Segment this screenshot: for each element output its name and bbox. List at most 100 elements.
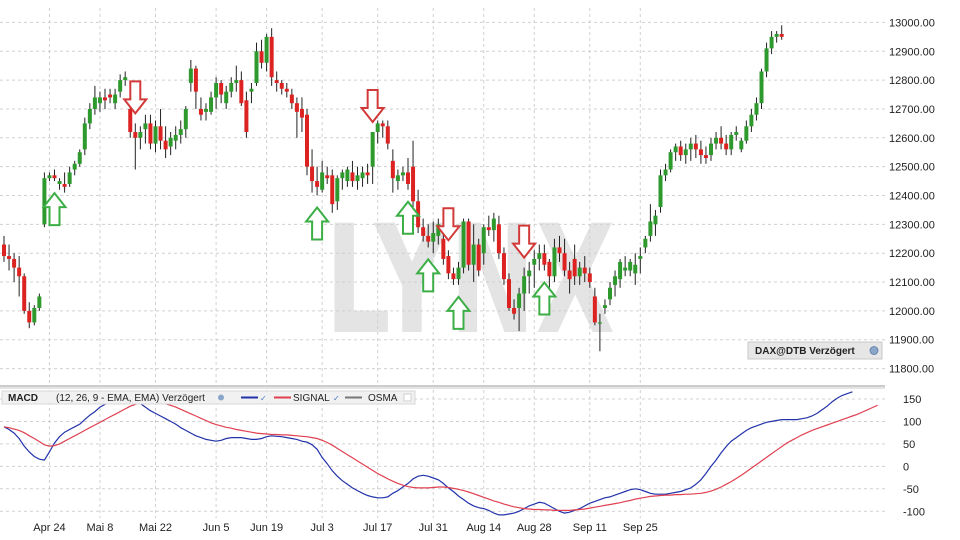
candlesticks xyxy=(2,25,784,352)
candle-body xyxy=(330,175,335,205)
candle-body xyxy=(678,146,683,156)
candle-body xyxy=(360,172,365,179)
price-tick-label: 12000.00 xyxy=(889,306,935,318)
candle-body xyxy=(239,80,244,104)
candle-body xyxy=(406,172,410,184)
candle-body xyxy=(325,175,330,179)
check-icon-macd[interactable]: ✓ xyxy=(260,394,267,403)
candle-body xyxy=(719,137,724,144)
legend-osma-label: OSMA xyxy=(368,393,398,404)
candle-body xyxy=(193,68,198,92)
macd-indicator-label: MACD xyxy=(8,393,38,404)
buy-arrow xyxy=(531,280,558,316)
candle-body xyxy=(577,267,582,277)
candle-body xyxy=(254,51,259,83)
candle-body xyxy=(108,94,113,98)
candle-body xyxy=(608,287,612,300)
info-icon[interactable] xyxy=(869,346,879,355)
candle-body xyxy=(451,273,456,280)
candle-body xyxy=(744,126,749,141)
candle-body xyxy=(128,108,133,133)
candle-body xyxy=(759,71,764,104)
candle-body xyxy=(148,123,153,144)
buy-arrow xyxy=(41,191,68,227)
candle-body xyxy=(274,80,279,83)
candle-body xyxy=(673,146,678,153)
candle-body xyxy=(269,36,274,78)
price-y-axis: 11800.00 11900.00 12000.00 12100.00 12200.00… xyxy=(889,17,935,375)
candle-body xyxy=(214,83,219,98)
checkbox-osma[interactable] xyxy=(403,393,412,402)
price-tick-label: 12600.00 xyxy=(889,133,935,145)
candle-body xyxy=(436,224,441,236)
candle-body xyxy=(67,172,72,184)
candle-body xyxy=(567,270,572,280)
candle-body xyxy=(683,149,688,156)
x-tick-label: Jul 3 xyxy=(311,522,334,534)
candle-body xyxy=(310,166,315,182)
candle-body xyxy=(335,178,340,202)
candle-body xyxy=(734,132,739,135)
candle-body xyxy=(522,276,527,294)
candle-body xyxy=(103,97,107,101)
instrument-badge: DAX@DTB Verzögert xyxy=(747,341,883,360)
candle-body xyxy=(754,103,759,115)
x-tick-label: Jun 5 xyxy=(203,522,230,534)
candle-body xyxy=(32,308,37,323)
candle-body xyxy=(698,149,703,156)
candle-body xyxy=(47,175,52,179)
candle-body xyxy=(501,253,506,280)
candle-body xyxy=(320,172,325,190)
macd-grid xyxy=(0,390,885,518)
candle-body xyxy=(153,126,158,144)
candle-body xyxy=(27,310,32,323)
candle-body xyxy=(709,143,713,156)
candle-body xyxy=(138,132,143,138)
candle-body xyxy=(234,80,239,83)
candle-body xyxy=(198,108,203,115)
candle-body xyxy=(385,126,390,144)
candle-body xyxy=(380,123,385,127)
candle-body xyxy=(143,123,148,130)
candle-body xyxy=(466,221,471,265)
price-tick-label: 12400.00 xyxy=(889,191,935,203)
instrument-label: DAX@DTB Verzögert xyxy=(755,346,855,357)
candle-body xyxy=(623,267,628,271)
candle-body xyxy=(587,273,592,283)
candle-body xyxy=(72,163,77,170)
candle-body xyxy=(249,88,254,92)
candle-body xyxy=(456,267,461,280)
macd-tick-label: 150 xyxy=(903,394,921,406)
candle-body xyxy=(289,94,294,104)
candle-body xyxy=(507,279,511,308)
x-tick-label: Sep 11 xyxy=(573,522,607,534)
watermark: LYNX xyxy=(325,194,615,368)
candle-body xyxy=(411,166,416,202)
candle-body xyxy=(537,253,542,259)
candle-body xyxy=(628,261,633,271)
macd-parameters: (12, 26, 9 - EMA, EMA) Verzögert xyxy=(56,393,205,404)
candle-body xyxy=(390,160,395,179)
candle-body xyxy=(491,218,496,231)
candle-body xyxy=(158,126,163,141)
candle-body xyxy=(305,114,309,167)
macd-tick-label: 50 xyxy=(903,439,915,451)
candle-body xyxy=(173,134,178,141)
candle-body xyxy=(284,88,289,92)
candle-body xyxy=(724,143,729,150)
candle-body xyxy=(400,172,405,176)
x-axis: Apr 24 Mai 8 Mai 22 Jun 5 Jun 19 Jul 3 Jul 17 J… xyxy=(33,522,657,534)
candle-body xyxy=(57,181,62,184)
candle-body xyxy=(552,247,557,277)
candle-body xyxy=(663,169,668,176)
candle-body xyxy=(441,238,446,259)
candle-body xyxy=(375,123,380,133)
candle-body xyxy=(370,132,375,167)
settings-icon[interactable] xyxy=(218,394,224,401)
check-icon-signal[interactable]: ✓ xyxy=(333,394,340,403)
candle-body xyxy=(597,322,602,324)
candle-body xyxy=(12,258,17,268)
candle-body xyxy=(178,129,183,135)
price-tick-label: 12100.00 xyxy=(889,277,935,289)
